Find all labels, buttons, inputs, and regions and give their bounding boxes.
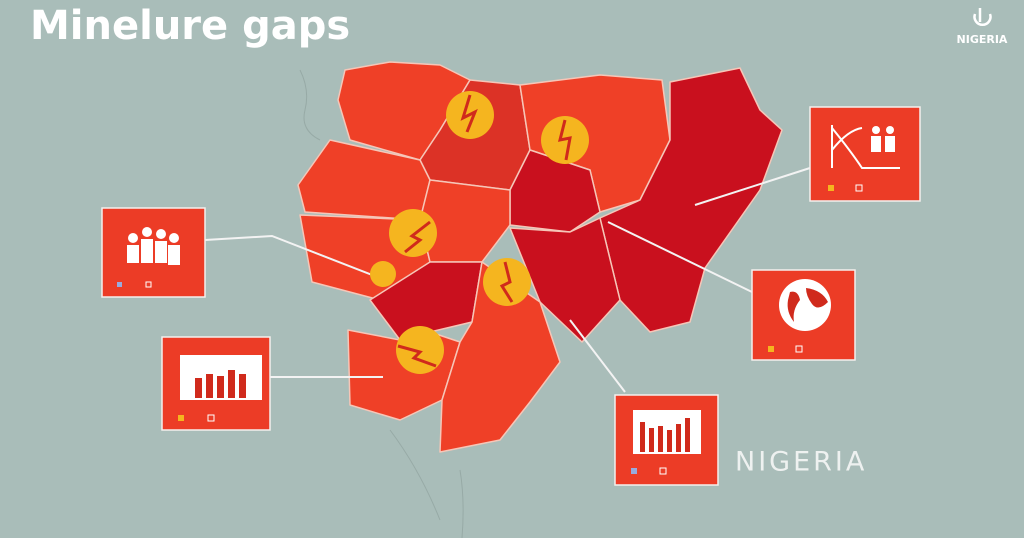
- region: [439, 261, 561, 453]
- marker: [389, 209, 437, 257]
- card: [161, 336, 271, 431]
- background-lines: [299, 69, 464, 538]
- title: Minelure gaps: [30, 3, 350, 49]
- markers: [370, 91, 589, 374]
- card: [101, 207, 206, 298]
- marker: [370, 261, 396, 287]
- card: [751, 269, 856, 361]
- map: [297, 61, 783, 453]
- card: [614, 394, 719, 486]
- logo: NIGERIA: [957, 8, 1008, 46]
- marker: [541, 116, 589, 164]
- connectors: [204, 167, 811, 393]
- marker: [483, 258, 531, 306]
- marker: [396, 326, 444, 374]
- region: [599, 67, 783, 333]
- logo-text: NIGERIA: [957, 33, 1008, 46]
- map-label: NIGERIA: [735, 447, 867, 478]
- card: [809, 106, 921, 202]
- marker: [446, 91, 494, 139]
- region: [509, 217, 621, 343]
